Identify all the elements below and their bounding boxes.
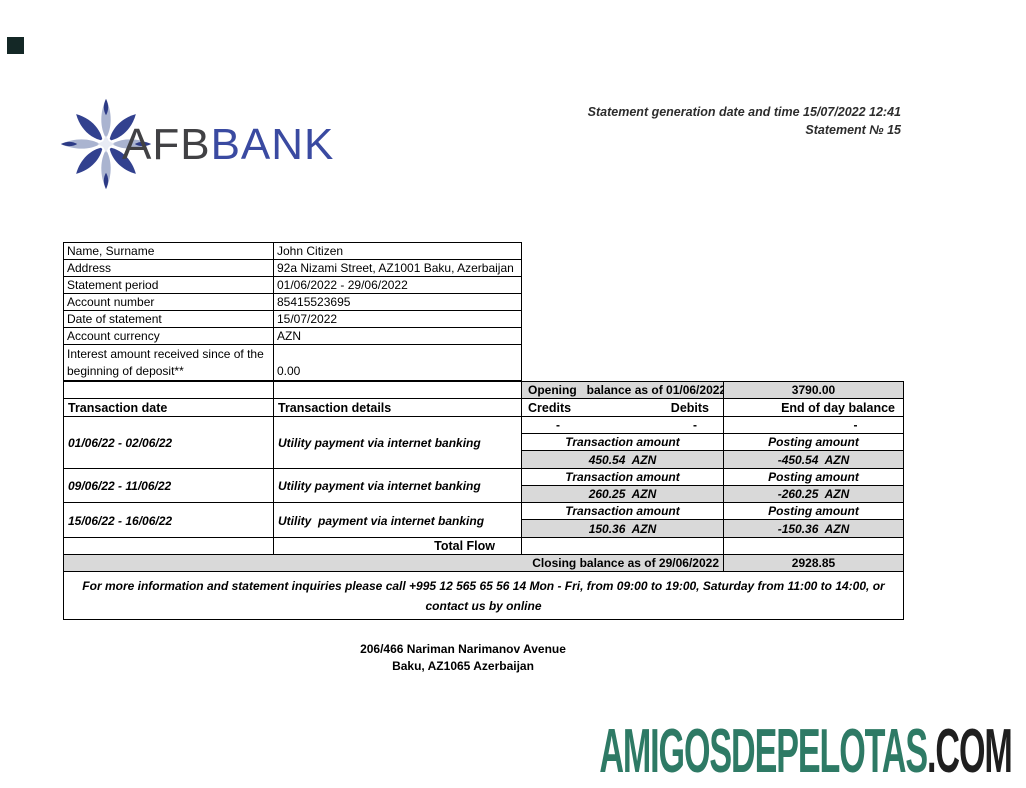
col-header-end-of-day-balance: End of day balance [724,399,904,417]
statement-number-line: Statement № 15 [805,122,901,137]
empty-cell [274,382,522,399]
opening-balance-value: 3790.00 [724,382,904,399]
empty-cell [64,382,274,399]
transaction-amount-value: 260.25 AZN [522,486,724,503]
closing-balance-label: Closing balance as of 29/06/2022 [64,555,724,572]
info-label: Statement period [64,277,274,294]
col-header-transaction-date: Transaction date [64,399,274,417]
empty-cell [724,538,904,555]
posting-amount-value: -450.54 AZN [724,451,904,469]
watermark-name: AMIGOSDEPELOTAS [599,717,929,786]
statement-generation-line: Statement generation date and time 15/07… [587,105,901,119]
info-value: 85415523695 [274,294,522,311]
posting-amount-label: Posting amount [724,503,904,520]
info-value: John Citizen [274,243,522,260]
eod-dash: - [724,417,904,434]
transaction-amount-value: 150.36 AZN [522,520,724,538]
info-value: 15/07/2022 [274,311,522,328]
watermark: AMIGOSDEPELOTAS.COM [600,721,1013,783]
col-header-debits: Debits [670,400,709,415]
posting-amount-label: Posting amount [724,469,904,486]
star-flower-icon [60,98,152,190]
posting-amount-value: -150.36 AZN [724,520,904,538]
logo-wordmark: AFBBANK [122,120,334,170]
logo-text-bank: BANK [210,120,335,169]
info-value: 0.00 [274,345,522,381]
statement-footer-note: For more information and statement inqui… [64,572,904,620]
customer-info-table: Name, Surname John Citizen Address 92a N… [63,242,522,381]
tx-date: 09/06/22 - 11/06/22 [64,469,274,503]
info-label: Interest amount received since of the be… [64,345,274,381]
statement-meta: Statement generation date and time 15/07… [588,104,901,139]
tx-date: 15/06/22 - 16/06/22 [64,503,274,538]
watermark-tld: .COM [927,717,1013,786]
posting-amount-value: -260.25 AZN [724,486,904,503]
info-label: Address [64,260,274,277]
transactions-table: Opening balance as of 01/06/2022 3790.00… [63,381,904,620]
logo-text-afb: AFB [122,120,211,169]
footer-note-line2: consultant at www.afb.az [410,616,556,619]
corner-square-mark [7,37,24,54]
info-label: Date of statement [64,311,274,328]
info-label: Account number [64,294,274,311]
tx-details: Utility payment via internet banking [274,417,522,469]
info-value: AZN [274,328,522,345]
col-header-credits-debits: Credits Debits [522,399,724,417]
credits-debits-dash-row: - - [522,417,724,434]
tx-date: 01/06/22 - 02/06/22 [64,417,274,469]
transaction-amount-label: Transaction amount [522,469,724,486]
info-label: Name, Surname [64,243,274,260]
footer-note-line1: For more information and statement inqui… [82,579,885,613]
col-header-credits: Credits [528,400,572,415]
bank-address-line1: 206/466 Nariman Narimanov Avenue [360,642,566,656]
info-value: 92a Nizami Street, AZ1001 Baku, Azerbaij… [274,260,522,277]
credits-dash: - [556,418,560,432]
info-value: 01/06/2022 - 29/06/2022 [274,277,522,294]
info-label: Account currency [64,328,274,345]
empty-cell [522,538,724,555]
closing-balance-value: 2928.85 [724,555,904,572]
posting-amount-label: Posting amount [724,434,904,451]
opening-balance-label: Opening balance as of 01/06/2022 [522,382,724,399]
tx-details: Utility payment via internet banking [274,469,522,503]
transaction-amount-value: 450.54 AZN [522,451,724,469]
empty-cell [64,538,274,555]
total-flow-label: Total Flow [274,538,522,555]
bank-address-line2: Baku, AZ1065 Azerbaijan [392,659,534,673]
col-header-transaction-details: Transaction details [274,399,522,417]
debits-dash: - [693,418,697,432]
transaction-amount-label: Transaction amount [522,503,724,520]
bank-address: 206/466 Nariman Narimanov Avenue Baku, A… [288,641,638,675]
afbbank-logo: AFBBANK [58,96,333,192]
transaction-amount-label: Transaction amount [522,434,724,451]
tx-details: Utility payment via internet banking [274,503,522,538]
